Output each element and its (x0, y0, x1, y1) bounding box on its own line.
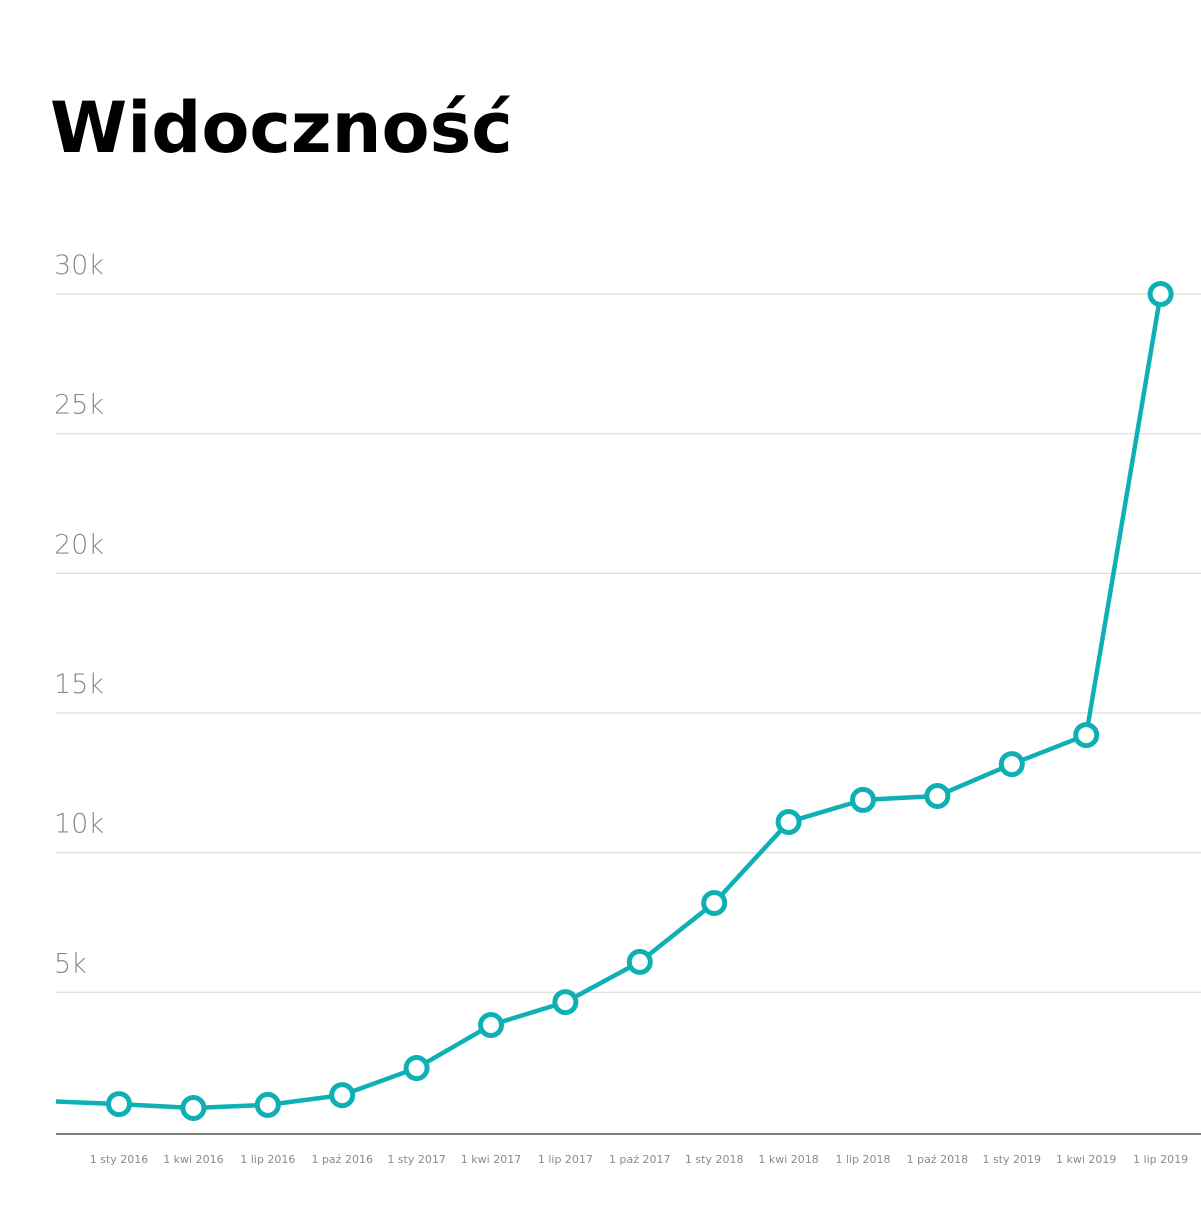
x-tick-label: 1 paź 2016 (311, 1153, 372, 1166)
point (329, 1082, 356, 1109)
point (924, 782, 951, 809)
x-tick-label: 1 sty 2016 (90, 1153, 149, 1166)
line (56, 293, 1163, 1111)
y-tick-label: 20k (54, 529, 104, 560)
point (1147, 281, 1174, 307)
x-tick-label: 1 paź 2018 (907, 1153, 968, 1166)
x-tick-label: 1 sty 2017 (387, 1153, 446, 1166)
x-tick-label: 1 kwi 2017 (461, 1153, 521, 1166)
point (403, 1055, 430, 1082)
point (254, 1091, 281, 1118)
point (180, 1094, 207, 1121)
point (998, 751, 1025, 778)
x-tick-label: 1 lip 2017 (538, 1153, 593, 1166)
x-tick-label: 1 lip 2019 (1133, 1153, 1188, 1166)
y-tick-label: 25k (54, 390, 104, 421)
grid: 5k 10k 15k 20k 25k 30k (54, 250, 1201, 993)
x-tick-label: 1 kwi 2018 (758, 1153, 818, 1166)
y-tick-label: 15k (54, 669, 104, 700)
point (478, 1012, 504, 1039)
plot (56, 293, 1163, 1111)
point (850, 786, 876, 813)
point (701, 889, 728, 916)
y-tick-label: 30k (54, 250, 104, 281)
x-tick-label: 1 lip 2016 (240, 1153, 295, 1166)
x-tick-label: 1 paź 2017 (609, 1153, 670, 1166)
chart-title: Widoczność (50, 87, 513, 169)
x-tick-label: 1 lip 2018 (835, 1153, 890, 1166)
point (106, 1091, 132, 1118)
x-tick-label: 1 kwi 2019 (1056, 1153, 1116, 1166)
point (552, 989, 579, 1016)
x-tick-label: 1 kwi 2016 (163, 1153, 223, 1166)
y-tick-label: 10k (54, 809, 104, 840)
x-tick-label: 1 sty 2018 (685, 1153, 744, 1166)
point (775, 808, 802, 835)
point (1073, 722, 1100, 749)
y-tick-label: 5k (54, 948, 87, 979)
x-tick-label: 1 sty 2019 (983, 1153, 1042, 1166)
point (626, 948, 653, 975)
